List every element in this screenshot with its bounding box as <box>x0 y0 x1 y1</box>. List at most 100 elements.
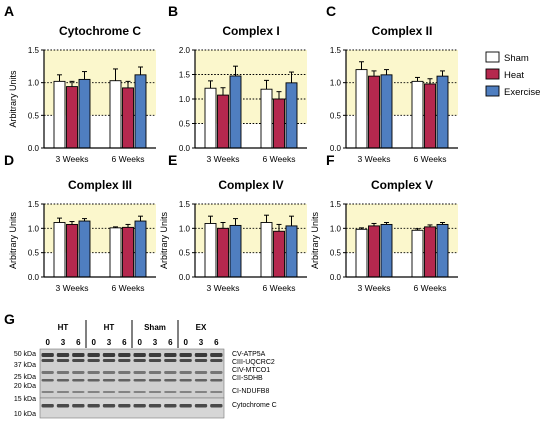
y-tick-label: 0.0 <box>28 144 40 153</box>
blot-band <box>179 404 192 408</box>
blot-band <box>179 359 192 362</box>
blot-band <box>179 353 192 357</box>
blot-lane-label: 6 <box>76 338 81 347</box>
bar-heat-1 <box>368 225 380 278</box>
blot-marker-label: 15 kDa <box>14 396 36 403</box>
legend-label-exercise: Exercise <box>504 87 540 98</box>
blot-band-label: CIV-MTCO1 <box>232 367 270 374</box>
bar-heat-2 <box>273 98 285 149</box>
blot-band <box>133 353 146 357</box>
blot-band <box>118 404 131 408</box>
bar-heat-1 <box>66 223 78 278</box>
blot-membrane-upper <box>39 348 225 399</box>
blot-band <box>41 371 54 374</box>
y-tick-label: 1.5 <box>179 71 191 80</box>
blot-marker-label: 37 kDa <box>14 362 36 369</box>
bar-heat-1 <box>217 94 229 149</box>
blot-band <box>87 359 100 362</box>
blot-band <box>148 391 162 393</box>
blot-band <box>102 359 116 362</box>
chart-C: C Complex II 0.0 0.5 1.0 1.5 3 Weeks 6 Weeks <box>326 3 458 164</box>
blot-lane-label: 0 <box>183 338 188 347</box>
blot-band <box>72 391 85 393</box>
blot-band <box>164 359 177 362</box>
legend-swatch-heat <box>485 68 500 80</box>
bar-exercise-2 <box>436 75 449 149</box>
blot-marker-label: 20 kDa <box>14 383 36 390</box>
bar-exercise-1 <box>78 220 91 278</box>
x-category-label: 3 Weeks <box>358 154 391 164</box>
blot-band <box>148 379 162 382</box>
blot-panel: G HT HT Sham EX 0 3 6 0 3 6 0 3 6 0 3 6 50 kDa 37 kDa 25… <box>4 311 277 419</box>
bar-sham-2 <box>411 229 424 278</box>
y-tick-label: 0.0 <box>179 144 191 153</box>
blot-lane-label: 6 <box>122 338 127 347</box>
bar-heat-2 <box>122 87 134 149</box>
blot-band <box>118 359 131 362</box>
y-tick-label: 0.5 <box>28 249 40 258</box>
blot-band-label: CI-NDUFB8 <box>232 388 269 395</box>
x-category-label: 6 Weeks <box>263 154 296 164</box>
bar-sham-1 <box>355 228 368 278</box>
bar-sham-1 <box>53 222 66 278</box>
blot-band <box>102 353 116 357</box>
bar-sham-2 <box>411 80 424 149</box>
bar-exercise-2 <box>285 82 298 149</box>
blot-band <box>118 391 131 393</box>
y-tick-label: 0.0 <box>330 273 342 282</box>
chart-title: Complex I <box>222 24 279 38</box>
blot-band <box>118 353 131 357</box>
blot-band <box>133 391 146 393</box>
blot-band <box>148 353 162 357</box>
chart-D: D Complex III 0.0 0.5 1.0 1.5 3 Weeks 6 Weeks Ar… <box>4 152 156 293</box>
blot-band <box>179 371 192 374</box>
blot-band-label: CII-SDHB <box>232 375 263 382</box>
blot-lane-label: 3 <box>61 338 66 347</box>
blot-band <box>41 391 54 393</box>
x-category-label: 6 Weeks <box>414 283 447 293</box>
panel-letter-E: E <box>168 152 177 168</box>
blot-band-label: CIII-UQCRC2 <box>232 359 275 366</box>
x-category-label: 6 Weeks <box>112 154 145 164</box>
x-category-label: 3 Weeks <box>207 154 240 164</box>
y-axis-label: Arbitrary Units <box>159 211 169 269</box>
blot-band <box>72 371 85 374</box>
bar-heat-2 <box>424 226 436 278</box>
panel-letter-G: G <box>4 311 15 327</box>
y-tick-label: 1.5 <box>28 46 40 55</box>
blot-band <box>164 371 177 374</box>
x-category-label: 3 Weeks <box>358 283 391 293</box>
panel-letter-F: F <box>326 152 335 168</box>
blot-band <box>133 359 146 362</box>
y-tick-label: 1.5 <box>330 46 342 55</box>
bar-exercise-1 <box>229 75 242 149</box>
blot-band <box>133 404 146 408</box>
blot-lane-label: 0 <box>91 338 96 347</box>
blot-band <box>164 404 177 408</box>
blot-lane-label: 6 <box>214 338 219 347</box>
blot-lane-label: 3 <box>153 338 158 347</box>
blot-band <box>41 404 54 408</box>
x-category-label: 3 Weeks <box>56 154 89 164</box>
bar-sham-1 <box>53 80 66 149</box>
y-tick-label: 1.0 <box>28 224 40 233</box>
y-tick-label: 1.5 <box>179 200 191 209</box>
blot-group-label: Sham <box>144 323 166 332</box>
blot-band <box>87 353 100 357</box>
x-category-label: 6 Weeks <box>414 154 447 164</box>
blot-band <box>148 359 162 362</box>
y-axis-label: Arbitrary Units <box>8 211 18 269</box>
blot-band <box>56 371 70 374</box>
blot-band <box>56 359 70 362</box>
blot-band <box>56 404 70 408</box>
bar-exercise-2 <box>134 74 147 149</box>
bar-exercise-1 <box>78 78 91 149</box>
blot-group-label: HT <box>58 323 69 332</box>
chart-F: F Complex V 0.0 0.5 1.0 1.5 3 Weeks 6 Weeks Arbi… <box>310 152 458 293</box>
blot-marker-label: 50 kDa <box>14 351 36 358</box>
bar-sham-1 <box>204 87 217 149</box>
blot-band <box>72 359 85 362</box>
blot-lane-label: 6 <box>168 338 173 347</box>
y-tick-label: 0.5 <box>179 249 191 258</box>
